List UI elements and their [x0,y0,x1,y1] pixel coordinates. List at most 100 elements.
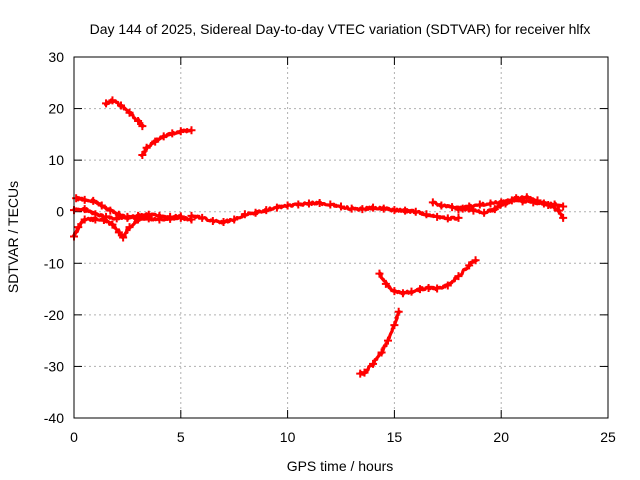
data-point [539,199,548,208]
data-point [176,127,185,136]
data-point [272,203,281,212]
data-point [358,205,367,214]
data-point [529,198,538,207]
data-point [443,281,452,290]
axis-ticks [73,56,609,419]
data-point [142,143,151,152]
data-point [443,214,452,223]
data-point [125,108,134,117]
data-point [89,196,98,205]
data-point [187,211,196,220]
data-point [80,195,89,204]
data-point [102,99,111,108]
data-point [123,213,132,222]
series-line [140,128,193,158]
data-point [138,122,147,131]
y-tick-label: -30 [44,358,64,374]
data-point [475,200,484,209]
data-point [465,202,474,211]
data-point [116,101,125,110]
data-point [381,279,390,288]
data-point [155,211,164,220]
data-point [437,201,446,210]
series-track-5 [70,205,185,223]
series-track-6 [187,198,463,227]
data-point [469,206,478,215]
data-point [138,150,147,159]
data-point [114,228,123,237]
plot-frame [73,56,609,419]
data-point [507,196,516,205]
data-point [187,126,196,135]
data-point [315,198,324,207]
data-point [74,223,83,232]
series-track-8 [454,196,568,214]
data-point [375,269,384,278]
data-point [262,206,271,215]
series-line [358,310,401,376]
data-point [240,210,249,219]
data-point [283,201,292,210]
data-point [369,359,378,368]
x-tick-label: 10 [280,429,296,445]
data-point [102,212,111,221]
data-point [454,213,463,222]
data-point [219,218,228,227]
data-point [401,206,410,215]
y-tick-label: 30 [48,49,64,65]
data-point [559,213,568,222]
data-point [294,200,303,209]
data-point [106,206,115,215]
chart-title: Day 144 of 2025, Sidereal Day-to-day VTE… [90,21,591,37]
x-tick-label: 20 [493,429,509,445]
data-point [428,198,437,207]
data-point [112,214,121,223]
data-point [497,198,506,207]
data-point [80,215,89,224]
data-point [176,212,185,221]
data-point [119,233,128,242]
y-tick-label: 10 [48,152,64,168]
x-axis-label: GPS time / hours [287,458,394,474]
series-track-2 [138,126,196,159]
data-point [411,207,420,216]
data-point [166,212,175,221]
data-point [251,208,260,217]
data-point [198,213,207,222]
x-tick-label: 25 [600,429,616,445]
y-tick-label: -10 [44,255,64,271]
x-tick-labels: 0 5 10 15 20 25 [70,429,616,445]
data-point [108,96,117,105]
data-point [394,307,403,316]
data-point [390,206,399,215]
data-point [304,199,313,208]
data-point [144,210,153,219]
y-tick-label: 0 [56,204,64,220]
series-track-10 [356,307,403,378]
data-point [390,287,399,296]
series-track-1 [102,96,147,131]
data-point [490,205,499,214]
data-point [454,272,463,281]
data-point [480,208,489,217]
data-point [208,216,217,225]
data-point [326,200,335,209]
data-point [72,194,81,203]
data-point [369,203,378,212]
data-point [108,220,117,229]
data-point [390,321,399,330]
data-point [337,202,345,211]
data-point [486,199,495,208]
x-tick-label: 15 [387,429,403,445]
data-point [407,287,416,296]
data-point [134,211,143,220]
data-point [80,205,89,214]
data-point [360,368,369,377]
x-tick-label: 0 [70,429,78,445]
data-point [554,206,563,215]
data-point [416,285,425,294]
data-point [398,289,407,298]
data-point [550,200,559,209]
data-point [424,284,433,293]
series-track-9 [375,256,480,298]
